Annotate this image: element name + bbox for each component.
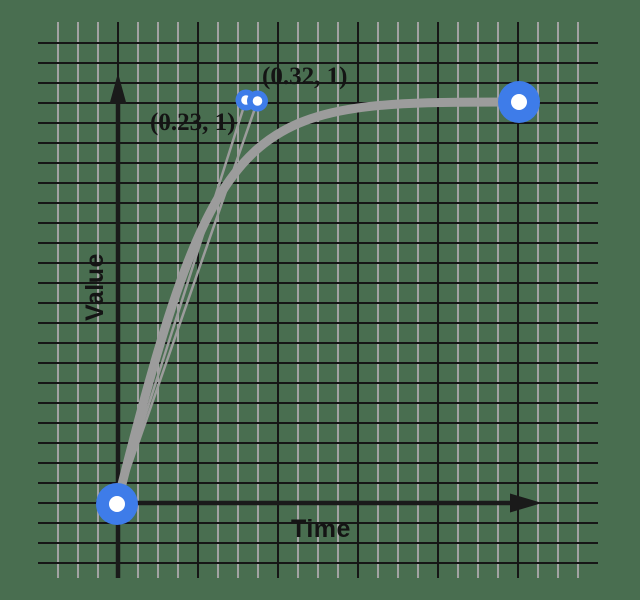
x-axis <box>96 493 542 513</box>
easing-curve <box>112 97 524 509</box>
start-point[interactable] <box>96 483 138 525</box>
x-axis-arrow-icon <box>510 493 542 513</box>
grid <box>38 22 598 578</box>
control-point-1-label: (0.23, 1) <box>150 109 235 136</box>
end-point[interactable] <box>498 81 540 123</box>
control-point-2-label: (0.32, 1) <box>262 63 347 90</box>
y-axis-arrow-icon <box>109 73 127 104</box>
y-axis-label: Value <box>81 253 109 321</box>
control-point-2[interactable] <box>247 90 268 112</box>
x-axis-label: Time <box>291 515 351 543</box>
end-point-center <box>511 94 527 110</box>
start-point-center <box>109 496 125 512</box>
control-point-2-center <box>252 96 263 106</box>
